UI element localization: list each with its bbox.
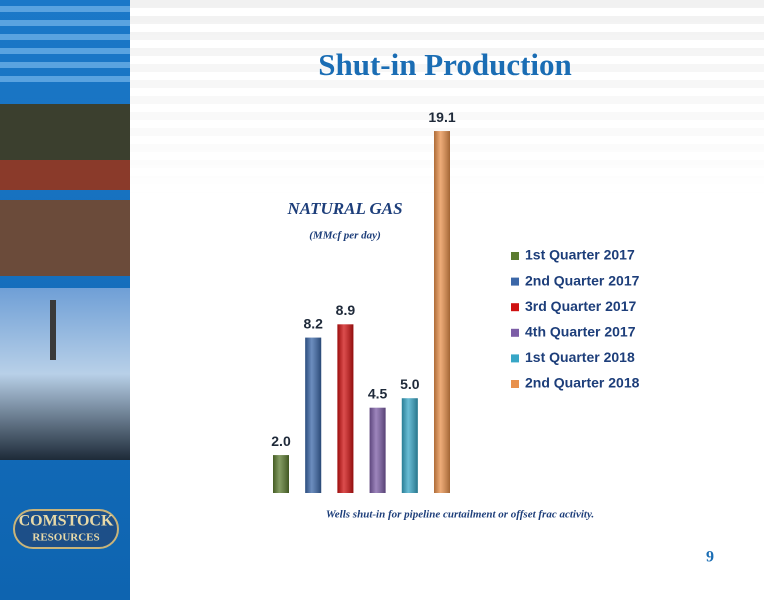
slide-title: Shut-in Production bbox=[318, 47, 572, 82]
legend-label: 1st Quarter 2018 bbox=[525, 349, 635, 365]
data-label: 5.0 bbox=[400, 376, 420, 392]
bar-shading bbox=[434, 131, 450, 493]
photo-derrick bbox=[50, 300, 56, 360]
data-label: 19.1 bbox=[428, 109, 455, 125]
legend-swatch bbox=[511, 277, 519, 286]
logo: COMSTOCK RESOURCES bbox=[13, 509, 119, 549]
data-label: 8.9 bbox=[336, 302, 356, 318]
bar-shading bbox=[369, 407, 386, 493]
legend-label: 3rd Quarter 2017 bbox=[525, 298, 636, 314]
data-label: 8.2 bbox=[303, 315, 323, 331]
photo-ground bbox=[0, 160, 130, 190]
sidebar-stripes bbox=[0, 6, 130, 82]
legend-label: 1st Quarter 2017 bbox=[525, 247, 635, 263]
logo-line2: RESOURCES bbox=[32, 532, 99, 544]
legend-label: 4th Quarter 2017 bbox=[525, 324, 636, 340]
legend-swatch bbox=[511, 303, 519, 312]
bar-shading bbox=[305, 337, 322, 493]
page-number: 9 bbox=[706, 549, 714, 566]
legend-swatch bbox=[511, 354, 519, 363]
logo-line1: COMSTOCK bbox=[19, 513, 114, 530]
legend-swatch bbox=[511, 380, 519, 388]
bar-shading bbox=[337, 324, 354, 493]
data-label: 2.0 bbox=[271, 433, 291, 449]
bar-shading bbox=[273, 455, 289, 493]
legend-label: 2nd Quarter 2018 bbox=[525, 375, 640, 391]
legend-swatch bbox=[511, 252, 519, 260]
data-label: 4.5 bbox=[368, 385, 388, 401]
legend-label: 2nd Quarter 2017 bbox=[525, 272, 640, 288]
y-axis-label: (MMcf per day) bbox=[309, 230, 380, 242]
legend-swatch bbox=[511, 328, 519, 337]
chart-note: Wells shut-in for pipeline curtailment o… bbox=[326, 509, 594, 521]
photo-workers bbox=[0, 200, 130, 276]
photo-rig-lake bbox=[0, 288, 130, 460]
chart-subtitle: NATURAL GAS bbox=[286, 199, 402, 218]
bar-shading bbox=[401, 398, 418, 493]
